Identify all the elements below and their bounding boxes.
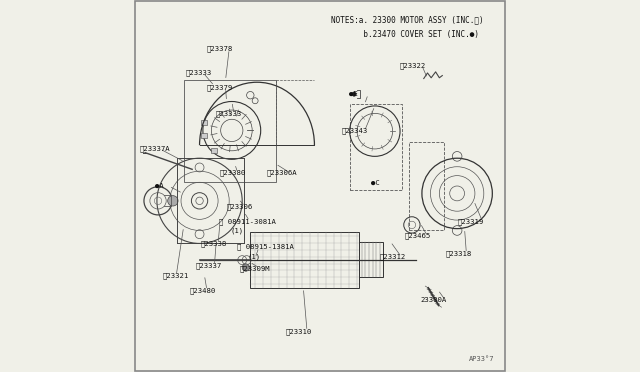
Text: ●A: ●A xyxy=(155,183,164,189)
Text: ※23380: ※23380 xyxy=(219,170,246,176)
Bar xyxy=(349,105,401,190)
Text: ※23309M: ※23309M xyxy=(239,265,270,272)
Text: b.23470 COVER SET (INC.●): b.23470 COVER SET (INC.●) xyxy=(331,31,479,39)
Text: (1): (1) xyxy=(248,253,261,260)
Text: ※23306A: ※23306A xyxy=(266,170,297,176)
Text: NOTES:a. 23300 MOTOR ASSY (INC.※): NOTES:a. 23300 MOTOR ASSY (INC.※) xyxy=(331,16,484,25)
Text: ※23333: ※23333 xyxy=(216,110,242,117)
Text: ※23318: ※23318 xyxy=(445,250,472,257)
Bar xyxy=(409,141,444,231)
Text: ●E: ●E xyxy=(349,91,358,97)
Text: ●C: ●C xyxy=(371,180,380,186)
Text: ※23465: ※23465 xyxy=(404,233,431,239)
Text: ※23333: ※23333 xyxy=(186,70,212,76)
Circle shape xyxy=(352,92,356,96)
Circle shape xyxy=(168,196,178,206)
Text: (1): (1) xyxy=(230,227,243,234)
Text: ※23310: ※23310 xyxy=(286,328,312,334)
Text: ※23337: ※23337 xyxy=(196,262,222,269)
Bar xyxy=(201,134,207,138)
Bar xyxy=(359,241,383,277)
Text: AP33°7: AP33°7 xyxy=(468,356,494,362)
Text: ※23322: ※23322 xyxy=(400,62,426,69)
Circle shape xyxy=(242,264,250,271)
Text: ※23379: ※23379 xyxy=(207,84,233,91)
Text: ※23338: ※23338 xyxy=(201,240,227,247)
Bar xyxy=(211,148,218,153)
Text: ※23337A: ※23337A xyxy=(139,145,170,152)
Bar xyxy=(250,232,359,288)
Text: ※23321: ※23321 xyxy=(163,272,189,279)
Text: ※23480: ※23480 xyxy=(189,287,216,294)
Bar xyxy=(184,80,276,182)
Text: ※23312: ※23312 xyxy=(380,254,406,260)
Text: ※23343: ※23343 xyxy=(342,128,368,134)
Text: ※23319: ※23319 xyxy=(458,218,484,225)
Text: ※23378: ※23378 xyxy=(207,45,233,52)
Text: ※23306: ※23306 xyxy=(227,203,253,210)
Bar xyxy=(201,121,207,125)
Text: ⓝ 08915-1381A: ⓝ 08915-1381A xyxy=(237,244,294,250)
Text: ⓝ 08911-3081A: ⓝ 08911-3081A xyxy=(219,218,276,225)
Text: 23300A: 23300A xyxy=(421,297,447,303)
